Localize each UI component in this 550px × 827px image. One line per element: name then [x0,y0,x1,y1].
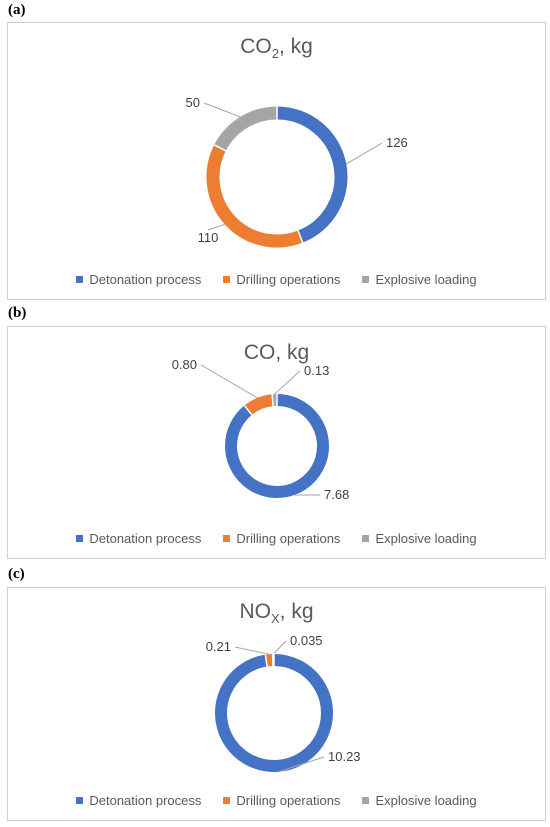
swatch-detonation [76,276,84,283]
chart-title-a: CO2, kg [8,35,545,61]
leader-line-loading [203,102,241,118]
slice-separator [296,229,304,244]
title-main-c: NO [239,600,271,623]
panel-tag-b: (b) [8,305,27,321]
legend-item-loading: Explosive loading [362,531,477,546]
swatch-detonation [76,797,84,804]
slice-separator [264,653,269,668]
data-label-detonation: 126 [386,135,408,150]
title-tail-a: , kg [278,35,313,58]
data-label-detonation: 7.68 [324,487,349,502]
swatch-drilling [223,276,231,283]
legend-item-loading: Explosive loading [362,272,477,287]
leader-line-drilling [234,646,270,655]
legend-label-drilling: Drilling operations [236,531,341,546]
legend-item-detonation: Detonation process [76,531,201,546]
donut-slice-loading [214,106,278,152]
donut-c: 10.23 0.21 0.035 [206,633,361,773]
leader-line-drilling [207,223,225,231]
panel-tag-c: (c) [8,566,25,582]
legend-item-drilling: Drilling operations [223,793,340,808]
swatch-detonation [76,535,84,542]
data-label-detonation: 10.23 [328,749,361,764]
donut-b: 7.68 0.80 0.13 [172,357,350,502]
legend-item-drilling: Drilling operations [223,531,340,546]
legend-label-loading: Explosive loading [375,531,477,546]
title-sub-a: 2 [271,46,279,62]
legend-item-detonation: Detonation process [76,272,201,287]
legend-item-loading: Explosive loading [362,793,477,808]
title-sub-c: X [270,611,280,627]
swatch-loading [362,276,370,283]
swatch-drilling [223,797,231,804]
leader-line-loading [273,640,287,655]
legend-label-detonation: Detonation process [89,272,202,287]
leader-line-drilling [200,364,258,399]
data-label-loading: 50 [186,95,200,110]
legend-label-drilling: Drilling operations [236,793,341,808]
swatch-loading [362,535,370,542]
legend-a: Detonation process Drilling operations E… [8,272,545,287]
legend-item-detonation: Detonation process [76,793,201,808]
title-main-a: CO [240,35,272,58]
data-label-loading: 0.035 [290,633,323,648]
donut-slice-drilling [206,144,303,248]
title-tail-c: , kg [279,600,314,623]
legend-label-drilling: Drilling operations [236,272,341,287]
legend-label-detonation: Detonation process [89,531,202,546]
chart-c: NOX, kg 10.23 0.21 0.035 Detonation proces… [7,587,546,821]
legend-label-loading: Explosive loading [375,793,477,808]
legend-c: Detonation process Drilling operations E… [8,793,545,808]
swatch-loading [362,797,370,804]
slice-separator [243,404,254,417]
data-label-drilling: 110 [198,230,219,245]
chart-b: CO, kg 7.68 0.80 0.13 Detonation process D… [7,326,546,559]
panel-tag-a: (a) [8,2,26,18]
leader-line-loading [274,370,301,395]
legend-item-drilling: Drilling operations [223,272,340,287]
donut-slice-detonation [276,106,348,243]
donut-a: 126 110 50 [186,95,408,248]
chart-a: CO2, kg 126 110 50 Detonation process Dril… [7,22,546,300]
data-label-drilling: 0.21 [206,639,231,654]
slice-separator [212,143,228,152]
donut-slice-detonation [215,654,333,772]
data-label-loading: 0.13 [304,363,329,378]
leader-line-detonation [278,756,325,773]
legend-label-loading: Explosive loading [375,272,477,287]
chart-title-b: CO, kg [8,341,545,367]
swatch-drilling [223,535,231,542]
slice-separator [271,393,275,408]
legend-b: Detonation process Drilling operations E… [8,531,545,546]
donut-slice-drilling [244,394,274,416]
title-main-b: CO, kg [243,341,310,364]
data-label-drilling: 0.80 [172,357,197,372]
donut-slice-drilling [265,654,274,667]
chart-title-c: NOX, kg [8,600,545,626]
leader-line-detonation [346,142,383,165]
donut-slice-detonation [225,394,329,498]
legend-label-detonation: Detonation process [89,793,202,808]
